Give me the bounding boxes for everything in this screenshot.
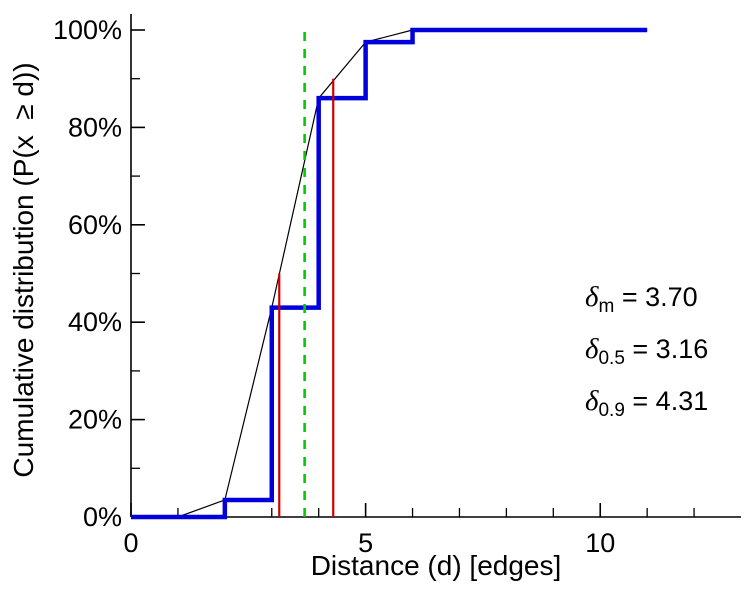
y-tick-label: 60% (68, 210, 122, 240)
x-axis-label: Distance (d) [edges] (310, 550, 562, 581)
delta-value: = 3.70 (614, 282, 698, 312)
delta-symbol: δ (585, 385, 599, 417)
y-tick-label: 0% (83, 502, 122, 532)
delta-value: = 4.31 (624, 386, 709, 416)
delta-symbol: δ (585, 333, 599, 365)
annotation-delta-p90: δ0.9 = 4.31 (585, 385, 708, 437)
x-tick-label: 10 (585, 528, 615, 558)
y-tick-label: 100% (53, 15, 122, 45)
y-tick-label: 80% (68, 112, 122, 142)
delta-symbol: δ (585, 281, 599, 313)
y-axis-label: Cumulative distribution (P(x ≥ d)) (8, 62, 39, 478)
delta-subscript: 0.9 (598, 400, 625, 421)
stats-annotations: δm = 3.70 δ0.5 = 3.16 δ0.9 = 4.31 (585, 281, 708, 437)
y-tick-label: 40% (68, 307, 122, 337)
x-tick-label: 5 (358, 528, 373, 558)
linear-interpolation-line (131, 29, 648, 518)
annotation-delta-median: δ0.5 = 3.16 (585, 333, 708, 385)
y-tick-label: 20% (68, 405, 122, 435)
annotation-delta-mean: δm = 3.70 (585, 281, 708, 333)
delta-subscript: m (598, 296, 615, 317)
delta-subscript: 0.5 (598, 348, 625, 369)
x-tick-label: 0 (123, 528, 138, 558)
cumulative-step-line (131, 27, 648, 520)
delta-value: = 3.16 (624, 334, 709, 364)
